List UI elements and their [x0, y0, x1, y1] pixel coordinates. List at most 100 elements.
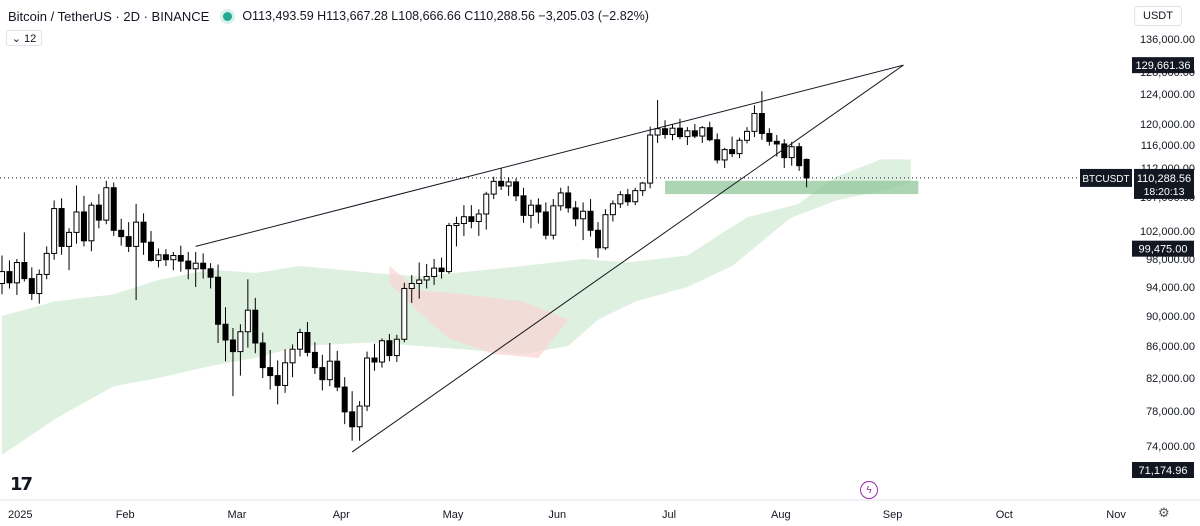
candle-body [401, 287, 408, 340]
candle-body [244, 309, 251, 333]
candle [662, 120, 669, 139]
candle-body [453, 223, 460, 227]
candle-body [751, 113, 758, 132]
candle [684, 127, 691, 145]
candle [326, 343, 333, 387]
candle-body [632, 190, 639, 203]
candle-body [36, 273, 43, 295]
candle-body [125, 236, 132, 247]
candle-body [215, 276, 222, 325]
settings-gear-icon[interactable]: ⚙ [1158, 505, 1170, 520]
time-tick-label: Feb [116, 509, 135, 521]
price-tick-label: 136,000.00 [1140, 34, 1195, 46]
candle [751, 105, 758, 138]
candle [103, 180, 110, 225]
candle [513, 178, 520, 202]
candle-body [788, 146, 795, 159]
candle-body [676, 127, 683, 138]
candle-body [118, 229, 125, 238]
candle [446, 222, 452, 274]
candle [691, 124, 698, 139]
candle-body [617, 194, 624, 205]
candle-body [550, 205, 557, 236]
candle [28, 267, 35, 301]
candle [259, 332, 266, 378]
candle-body [699, 127, 706, 137]
indicator-toggle-button[interactable]: ⌄ 12 [6, 30, 42, 46]
candle [796, 142, 803, 171]
candle-body [468, 216, 475, 222]
candle-body [155, 254, 162, 261]
candle-body [133, 221, 140, 247]
price-label-text: 129,661.36 [1135, 60, 1190, 72]
candle-body [557, 192, 564, 207]
candle-body [639, 182, 646, 192]
candle [624, 188, 631, 206]
candle-body [408, 283, 415, 289]
candle [13, 259, 20, 295]
candle [252, 297, 259, 354]
candle [334, 350, 341, 392]
countdown-label: 18:20:13 [1144, 186, 1185, 198]
candle [535, 198, 542, 224]
candle [207, 263, 214, 289]
live-status-dot [223, 11, 233, 21]
candle [609, 200, 616, 222]
price-tick-label: 116,000.00 [1141, 140, 1195, 152]
candle [803, 158, 810, 188]
candle-body [13, 262, 20, 284]
candle [192, 252, 199, 287]
candle [580, 202, 587, 241]
chart-header: Bitcoin / TetherUS · 2D · BINANCE O113,4… [8, 6, 649, 26]
candle [43, 246, 50, 280]
price-tick-label: 102,000.00 [1140, 226, 1195, 238]
candle [118, 218, 125, 246]
candlestick-series [0, 91, 810, 441]
candle [0, 255, 5, 295]
ohlc-values: O113,493.59 H113,667.28 L108,666.66 C110… [242, 9, 649, 23]
time-tick-label: Apr [333, 509, 350, 521]
candle-body [6, 271, 13, 284]
candle-body [66, 231, 73, 247]
candle-body [423, 276, 430, 281]
candle [378, 338, 385, 368]
candle-body [498, 180, 505, 187]
price-tick-label: 120,000.00 [1140, 119, 1195, 131]
symbol-title[interactable]: Bitcoin / TetherUS · 2D · BINANCE [8, 8, 210, 24]
price-tick-label: 94,000.00 [1146, 282, 1195, 294]
candle [408, 275, 415, 303]
candle-body [237, 331, 244, 353]
candle-body [222, 323, 229, 341]
candle [647, 126, 654, 189]
candle [393, 334, 400, 362]
candle-body [431, 267, 438, 278]
candle-body [766, 132, 773, 142]
candle [736, 137, 743, 159]
candle-body [80, 211, 87, 242]
candle-body [721, 149, 728, 161]
price-axis[interactable]: 136,000.00128,000.00124,000.00120,000.00… [1080, 34, 1195, 479]
time-tick-label: May [443, 509, 464, 521]
tradingview-logo-icon[interactable]: 17 [10, 474, 33, 495]
cloud-bear-area [389, 266, 569, 358]
candle [73, 185, 80, 244]
flash-event-icon[interactable]: ϟ [860, 481, 878, 499]
currency-button[interactable]: USDT [1134, 6, 1182, 26]
candle [401, 282, 408, 343]
candle [758, 91, 765, 140]
candle-body [580, 210, 587, 220]
candle-body [758, 113, 765, 134]
time-axis[interactable]: 2025 Feb Mar Apr May Jun Jul Aug Sep Oct Nov [0, 499, 1200, 521]
candle-body [520, 195, 527, 216]
price-tick-label: 124,000.00 [1140, 89, 1195, 101]
candle [729, 136, 736, 158]
candle-body [714, 139, 721, 161]
candle-body [691, 130, 698, 137]
candle [490, 176, 497, 200]
candle [349, 391, 356, 441]
candle [274, 360, 281, 405]
candle-body [110, 187, 117, 231]
candle [95, 194, 102, 229]
candle [386, 334, 393, 362]
